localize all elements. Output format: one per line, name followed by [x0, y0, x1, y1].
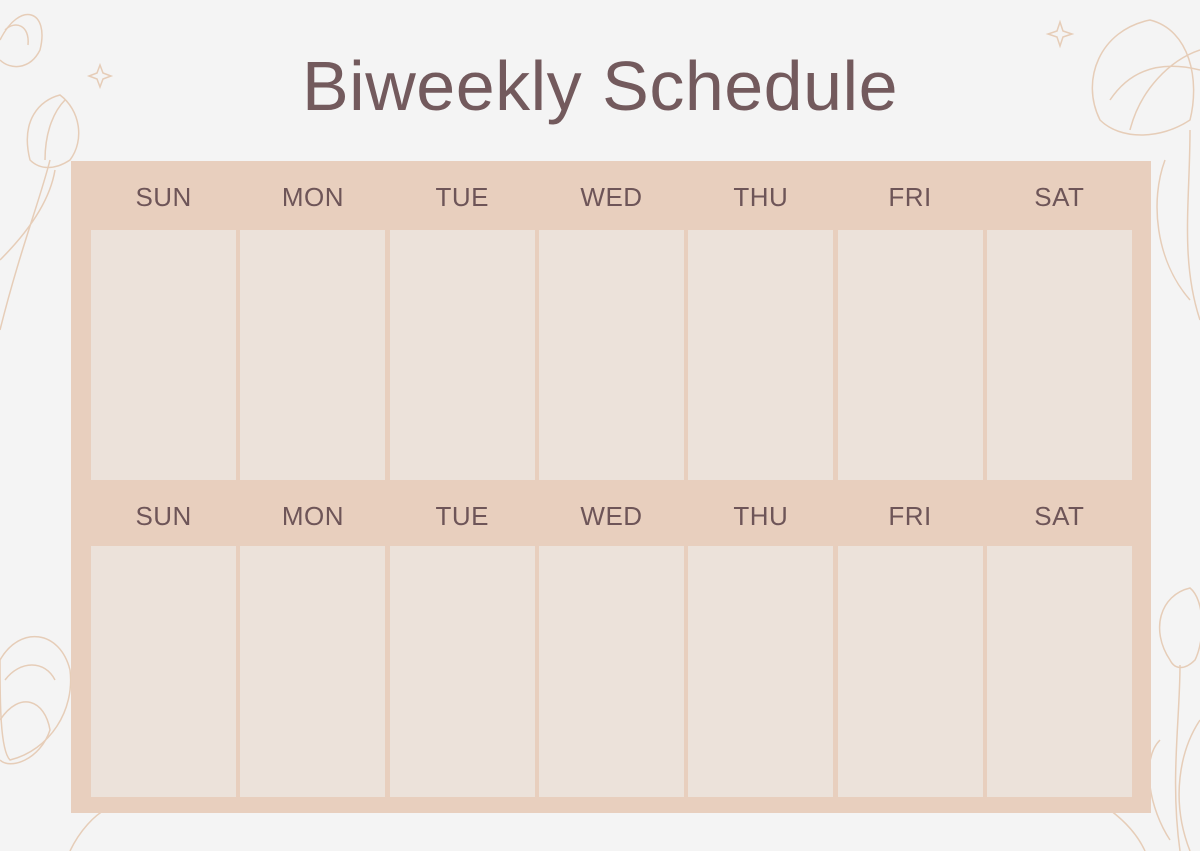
day-label: SUN — [135, 501, 192, 531]
day-label: THU — [733, 501, 789, 531]
day-label: SAT — [1034, 182, 1085, 212]
day-cell-wed[interactable] — [539, 230, 684, 480]
day-label: TUE — [435, 501, 489, 531]
day-cell-sun[interactable] — [91, 230, 236, 480]
day-label: TUE — [435, 182, 489, 212]
week-1-header: SUN MON TUE WED THU FRI SAT — [91, 161, 1132, 230]
day-cell-sat[interactable] — [987, 230, 1132, 480]
day-label: FRI — [888, 182, 932, 212]
day-cell-tue[interactable] — [389, 546, 535, 797]
day-label: MON — [281, 501, 344, 531]
day-label: THU — [733, 182, 789, 212]
page-title: Biweekly Schedule — [301, 47, 899, 125]
day-cell-wed[interactable] — [539, 546, 684, 797]
day-label: MON — [281, 182, 344, 212]
week-2-cells — [91, 546, 1132, 797]
floral-decoration-bottom-right-icon — [1110, 587, 1200, 851]
day-label: WED — [580, 182, 643, 212]
day-cell-tue[interactable] — [389, 230, 535, 480]
day-label: FRI — [888, 501, 932, 531]
day-cell-mon[interactable] — [240, 546, 386, 797]
day-label: WED — [580, 501, 643, 531]
day-cell-mon[interactable] — [240, 230, 386, 480]
floral-decoration-top-left-icon — [0, 13, 114, 331]
day-cell-thu[interactable] — [688, 230, 834, 480]
day-label: SUN — [135, 182, 192, 212]
day-cell-fri[interactable] — [837, 230, 983, 480]
day-cell-fri[interactable] — [837, 546, 983, 797]
week-2-header: SUN MON TUE WED THU FRI SAT — [91, 480, 1132, 546]
day-cell-sat[interactable] — [987, 546, 1132, 797]
day-label: SAT — [1034, 501, 1085, 531]
week-1-cells — [91, 230, 1132, 480]
day-cell-sun[interactable] — [91, 546, 236, 797]
schedule-frame: SUN MON TUE WED THU FRI SAT SUN MON TUE … — [71, 161, 1151, 813]
day-cell-thu[interactable] — [688, 546, 834, 797]
floral-decoration-top-right-icon — [1045, 19, 1200, 321]
